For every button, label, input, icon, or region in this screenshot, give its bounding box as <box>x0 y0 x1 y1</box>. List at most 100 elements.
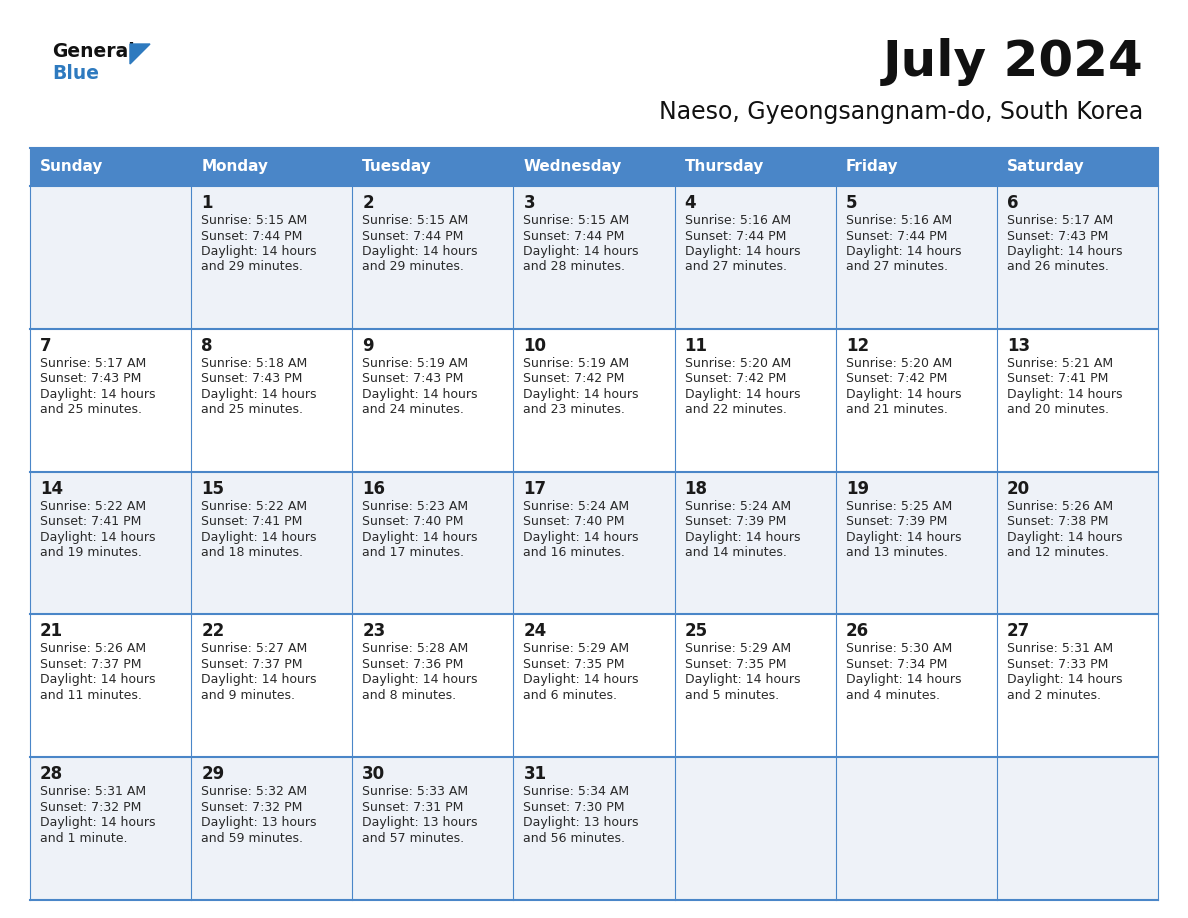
Text: Daylight: 14 hours: Daylight: 14 hours <box>684 674 800 687</box>
Text: Saturday: Saturday <box>1007 160 1085 174</box>
Text: Sunset: 7:44 PM: Sunset: 7:44 PM <box>362 230 463 242</box>
Text: Sunrise: 5:20 AM: Sunrise: 5:20 AM <box>684 357 791 370</box>
Text: Daylight: 14 hours: Daylight: 14 hours <box>1007 531 1123 543</box>
Text: 28: 28 <box>40 766 63 783</box>
Bar <box>513 472 675 614</box>
Text: Sunset: 7:34 PM: Sunset: 7:34 PM <box>846 658 947 671</box>
Bar <box>997 186 1158 329</box>
Text: Daylight: 14 hours: Daylight: 14 hours <box>1007 245 1123 258</box>
Bar <box>191 614 353 757</box>
Text: Daylight: 13 hours: Daylight: 13 hours <box>524 816 639 829</box>
Text: Sunset: 7:43 PM: Sunset: 7:43 PM <box>201 373 303 386</box>
Text: Sunset: 7:39 PM: Sunset: 7:39 PM <box>684 515 786 528</box>
Bar <box>513 614 675 757</box>
Text: Sunset: 7:40 PM: Sunset: 7:40 PM <box>524 515 625 528</box>
Text: Sunset: 7:44 PM: Sunset: 7:44 PM <box>846 230 947 242</box>
Text: and 24 minutes.: and 24 minutes. <box>362 403 465 416</box>
Text: and 2 minutes.: and 2 minutes. <box>1007 688 1101 702</box>
Text: and 29 minutes.: and 29 minutes. <box>362 261 465 274</box>
Text: Sunset: 7:43 PM: Sunset: 7:43 PM <box>40 373 141 386</box>
Text: 24: 24 <box>524 622 546 641</box>
Text: Daylight: 14 hours: Daylight: 14 hours <box>201 531 317 543</box>
Bar <box>835 329 997 472</box>
Text: and 23 minutes.: and 23 minutes. <box>524 403 625 416</box>
Text: Sunrise: 5:18 AM: Sunrise: 5:18 AM <box>201 357 308 370</box>
Text: Daylight: 14 hours: Daylight: 14 hours <box>362 245 478 258</box>
Bar <box>997 614 1158 757</box>
Text: 23: 23 <box>362 622 386 641</box>
Text: 12: 12 <box>846 337 868 354</box>
Text: Sunrise: 5:21 AM: Sunrise: 5:21 AM <box>1007 357 1113 370</box>
Text: 17: 17 <box>524 479 546 498</box>
Bar <box>997 757 1158 900</box>
Text: Sunset: 7:40 PM: Sunset: 7:40 PM <box>362 515 463 528</box>
Text: Sunrise: 5:26 AM: Sunrise: 5:26 AM <box>1007 499 1113 512</box>
Text: Sunrise: 5:19 AM: Sunrise: 5:19 AM <box>362 357 468 370</box>
Text: Sunrise: 5:33 AM: Sunrise: 5:33 AM <box>362 785 468 798</box>
Bar <box>191 472 353 614</box>
Text: and 5 minutes.: and 5 minutes. <box>684 688 778 702</box>
Text: and 18 minutes.: and 18 minutes. <box>201 546 303 559</box>
Text: 11: 11 <box>684 337 708 354</box>
Text: Daylight: 14 hours: Daylight: 14 hours <box>524 245 639 258</box>
Bar <box>30 329 191 472</box>
Text: Sunrise: 5:30 AM: Sunrise: 5:30 AM <box>846 643 952 655</box>
Text: 2: 2 <box>362 194 374 212</box>
Text: Daylight: 14 hours: Daylight: 14 hours <box>40 531 156 543</box>
Text: 14: 14 <box>40 479 63 498</box>
Text: Sunrise: 5:26 AM: Sunrise: 5:26 AM <box>40 643 146 655</box>
Text: Sunset: 7:43 PM: Sunset: 7:43 PM <box>362 373 463 386</box>
Text: Daylight: 14 hours: Daylight: 14 hours <box>201 245 317 258</box>
Text: and 9 minutes.: and 9 minutes. <box>201 688 295 702</box>
Text: Sunrise: 5:16 AM: Sunrise: 5:16 AM <box>846 214 952 227</box>
Text: 30: 30 <box>362 766 385 783</box>
Text: Thursday: Thursday <box>684 160 764 174</box>
Text: and 25 minutes.: and 25 minutes. <box>40 403 143 416</box>
Text: and 29 minutes.: and 29 minutes. <box>201 261 303 274</box>
Bar <box>513 329 675 472</box>
Text: Sunrise: 5:23 AM: Sunrise: 5:23 AM <box>362 499 468 512</box>
Text: Daylight: 14 hours: Daylight: 14 hours <box>201 674 317 687</box>
Bar <box>835 757 997 900</box>
Text: Sunday: Sunday <box>40 160 103 174</box>
Text: Daylight: 14 hours: Daylight: 14 hours <box>362 387 478 401</box>
Text: Sunrise: 5:31 AM: Sunrise: 5:31 AM <box>40 785 146 798</box>
Text: Daylight: 14 hours: Daylight: 14 hours <box>40 674 156 687</box>
Text: 8: 8 <box>201 337 213 354</box>
Text: Sunset: 7:35 PM: Sunset: 7:35 PM <box>524 658 625 671</box>
Text: 31: 31 <box>524 766 546 783</box>
Bar <box>191 186 353 329</box>
Bar <box>513 186 675 329</box>
Text: Blue: Blue <box>52 64 99 83</box>
Text: Sunset: 7:42 PM: Sunset: 7:42 PM <box>684 373 786 386</box>
Text: Daylight: 14 hours: Daylight: 14 hours <box>201 387 317 401</box>
Text: and 16 minutes.: and 16 minutes. <box>524 546 625 559</box>
Text: Sunrise: 5:34 AM: Sunrise: 5:34 AM <box>524 785 630 798</box>
Text: 18: 18 <box>684 479 708 498</box>
Text: 6: 6 <box>1007 194 1018 212</box>
Text: Daylight: 14 hours: Daylight: 14 hours <box>524 674 639 687</box>
Bar <box>30 186 191 329</box>
Bar <box>30 472 191 614</box>
Text: Sunset: 7:41 PM: Sunset: 7:41 PM <box>1007 373 1108 386</box>
Text: 5: 5 <box>846 194 858 212</box>
Bar <box>30 148 1158 186</box>
Text: and 1 minute.: and 1 minute. <box>40 832 127 845</box>
Bar <box>997 472 1158 614</box>
Text: Sunset: 7:35 PM: Sunset: 7:35 PM <box>684 658 786 671</box>
Text: and 20 minutes.: and 20 minutes. <box>1007 403 1108 416</box>
Text: Daylight: 14 hours: Daylight: 14 hours <box>362 674 478 687</box>
Text: Sunset: 7:38 PM: Sunset: 7:38 PM <box>1007 515 1108 528</box>
Text: Sunrise: 5:16 AM: Sunrise: 5:16 AM <box>684 214 791 227</box>
Text: Sunset: 7:36 PM: Sunset: 7:36 PM <box>362 658 463 671</box>
Text: Sunset: 7:44 PM: Sunset: 7:44 PM <box>684 230 786 242</box>
Text: Daylight: 14 hours: Daylight: 14 hours <box>524 387 639 401</box>
Text: Daylight: 14 hours: Daylight: 14 hours <box>40 387 156 401</box>
Text: 26: 26 <box>846 622 868 641</box>
Text: Sunset: 7:41 PM: Sunset: 7:41 PM <box>40 515 141 528</box>
Text: Daylight: 14 hours: Daylight: 14 hours <box>362 531 478 543</box>
Text: Daylight: 14 hours: Daylight: 14 hours <box>40 816 156 829</box>
Text: Sunrise: 5:29 AM: Sunrise: 5:29 AM <box>524 643 630 655</box>
Text: and 27 minutes.: and 27 minutes. <box>684 261 786 274</box>
Text: Sunset: 7:42 PM: Sunset: 7:42 PM <box>524 373 625 386</box>
